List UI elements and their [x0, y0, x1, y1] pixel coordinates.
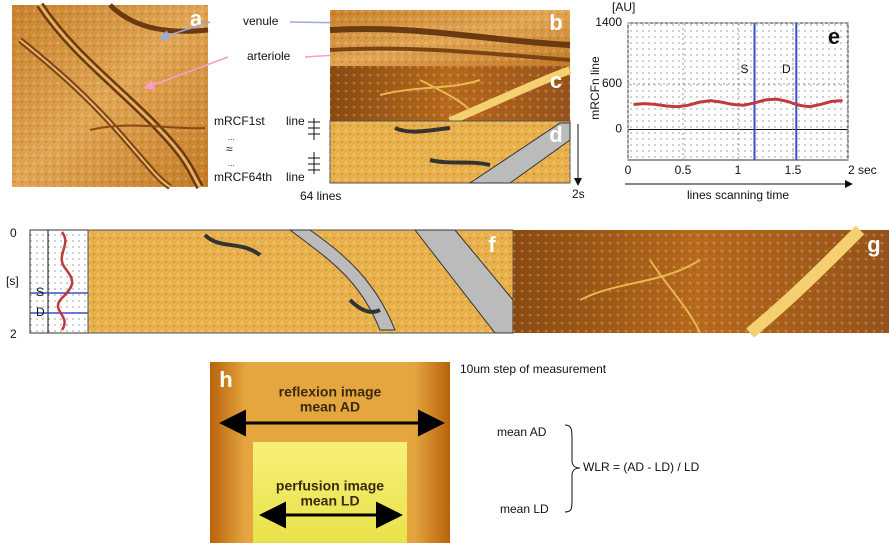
label: mean LD [500, 502, 549, 516]
label: mRCF64th [214, 170, 272, 184]
formula: WLR = (AD - LD) / LD [583, 460, 700, 474]
panel-h: h reflexion image mean AD perfusion imag… [210, 362, 450, 543]
label: perfusion image [276, 478, 384, 494]
y-axis-label: mRCFn line [588, 56, 602, 120]
brace [565, 425, 580, 512]
label: reflexion image [279, 384, 382, 400]
label: ≈ [226, 142, 233, 156]
label: line [286, 170, 305, 184]
panel-b: b [330, 10, 570, 66]
panel-label: b [549, 10, 562, 35]
label: ... [228, 159, 235, 168]
label: mRCF1st [214, 114, 265, 128]
y-tick-label: 600 [602, 76, 622, 90]
x-axis-label: lines scanning time [687, 188, 789, 202]
phase-label: D [782, 62, 791, 76]
label: arteriole [247, 49, 291, 63]
label: S [36, 285, 44, 299]
panel-label: f [488, 232, 496, 257]
label: mean LD [300, 493, 359, 509]
panel-label: c [550, 68, 562, 93]
panel-c: c [330, 66, 570, 121]
label: 2s [572, 187, 585, 201]
label: [s] [6, 274, 19, 288]
panel-g: g [513, 230, 889, 333]
label: mean AD [497, 425, 547, 439]
phase-label: S [740, 62, 748, 76]
label: 2 [10, 327, 17, 341]
panel-label: g [867, 232, 880, 257]
x-tick-label: 1.5 [785, 163, 802, 177]
label: D [36, 305, 45, 319]
label: 0 [10, 226, 17, 240]
line-ticks [308, 118, 320, 174]
label: ... [228, 133, 235, 142]
note: 10um step of measurement [460, 362, 607, 376]
panel-label: h [219, 367, 232, 392]
panel-label: e [828, 24, 840, 49]
x-tick-label: 0 [625, 163, 632, 177]
panel-d: d [330, 121, 570, 183]
x-tick-label: 1 [735, 163, 742, 177]
label: venule [243, 14, 279, 28]
y-tick-label: 1400 [595, 15, 622, 29]
x-tick-label: 0.5 [675, 163, 692, 177]
panel-label: d [549, 122, 562, 147]
y-unit: [AU] [612, 0, 635, 14]
label: mean AD [300, 399, 360, 415]
panel-f: f [88, 230, 513, 333]
label: 64 lines [300, 189, 341, 203]
figure: a venule arteriole mRCF1st line ... ≈ ..… [0, 0, 889, 547]
label: line [286, 114, 305, 128]
y-tick-label: 0 [615, 122, 622, 136]
x-tick-label: 2 sec [848, 163, 877, 177]
